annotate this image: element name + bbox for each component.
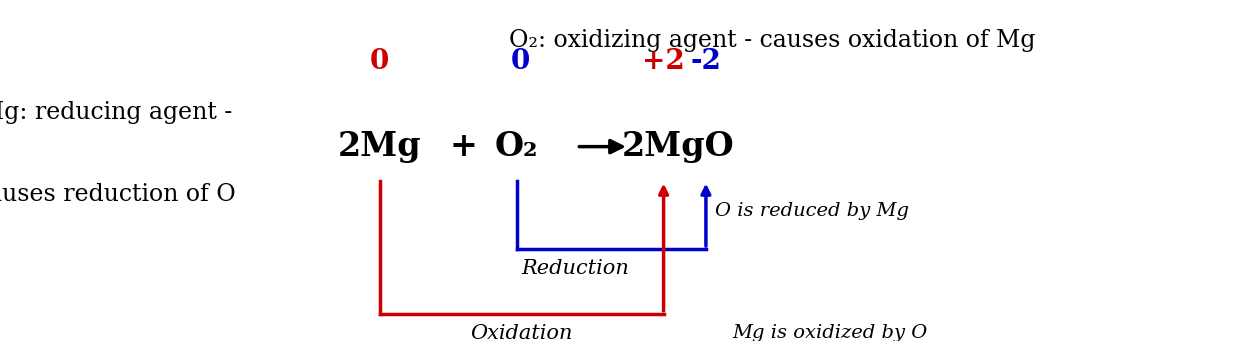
Text: causes reduction of O: causes reduction of O bbox=[0, 183, 237, 206]
Text: 2Mg: 2Mg bbox=[337, 130, 422, 163]
Text: +2: +2 bbox=[642, 48, 685, 75]
Text: 2MgO: 2MgO bbox=[622, 130, 735, 163]
Text: O₂: O₂ bbox=[496, 130, 538, 163]
Text: Reduction: Reduction bbox=[522, 259, 630, 278]
Text: 0: 0 bbox=[510, 48, 530, 75]
Text: Mg: reducing agent -: Mg: reducing agent - bbox=[0, 101, 232, 124]
Text: O₂: oxidizing agent - causes oxidation of Mg: O₂: oxidizing agent - causes oxidation o… bbox=[509, 29, 1035, 53]
Text: 0: 0 bbox=[370, 48, 390, 75]
Text: Oxidation: Oxidation bbox=[471, 324, 573, 341]
Text: O is reduced by Mg: O is reduced by Mg bbox=[715, 203, 909, 220]
Text: +: + bbox=[449, 130, 477, 163]
Text: -2: -2 bbox=[691, 48, 721, 75]
Text: Mg is oxidized by O: Mg is oxidized by O bbox=[732, 324, 928, 341]
